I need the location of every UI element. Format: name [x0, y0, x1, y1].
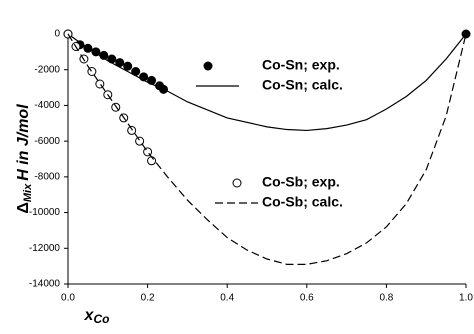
- y-label-text: H in J/mol: [15, 104, 32, 181]
- y-tick-label: -14000: [29, 279, 61, 290]
- legend-label: Co-Sb; calc.: [262, 194, 343, 210]
- y-tick-label: 0: [54, 29, 60, 40]
- x-tick-label: 0.8: [379, 293, 393, 304]
- y-label-sub: Mix: [22, 183, 34, 202]
- x-label-main: x: [84, 307, 95, 324]
- legend-label: Co-Sn; exp.: [262, 57, 340, 73]
- series-line: [67, 33, 467, 132]
- y-tick-label: -2000: [34, 64, 60, 75]
- y-tick-label: -8000: [34, 171, 60, 182]
- data-point: [123, 61, 133, 71]
- legend-marker: [232, 178, 242, 188]
- y-tick-label: -12000: [29, 243, 61, 254]
- y-tick-label: -4000: [34, 100, 60, 111]
- y-label-symbol: Δ: [15, 202, 32, 214]
- y-tick-label: -10000: [29, 207, 61, 218]
- y-tick-label: -6000: [34, 136, 60, 147]
- legend-marker: [203, 61, 213, 71]
- data-point: [127, 125, 137, 135]
- x-tick-label: 0.0: [61, 293, 75, 304]
- data-point: [147, 156, 157, 166]
- series-line: [67, 33, 467, 265]
- x-tick-label: 0.2: [141, 293, 155, 304]
- legend-label: Co-Sn; calc.: [262, 77, 343, 93]
- x-tick-label: 0.4: [220, 293, 234, 304]
- x-tick-label: 0.6: [300, 293, 314, 304]
- y-axis-label: ΔMix H in J/mol: [15, 104, 34, 214]
- data-point: [135, 136, 145, 146]
- legend-label: Co-Sb; exp.: [262, 174, 340, 190]
- x-label-sub: Co: [93, 312, 109, 326]
- x-axis-label: xCo: [84, 307, 110, 326]
- x-tick-label: 1.0: [459, 293, 473, 304]
